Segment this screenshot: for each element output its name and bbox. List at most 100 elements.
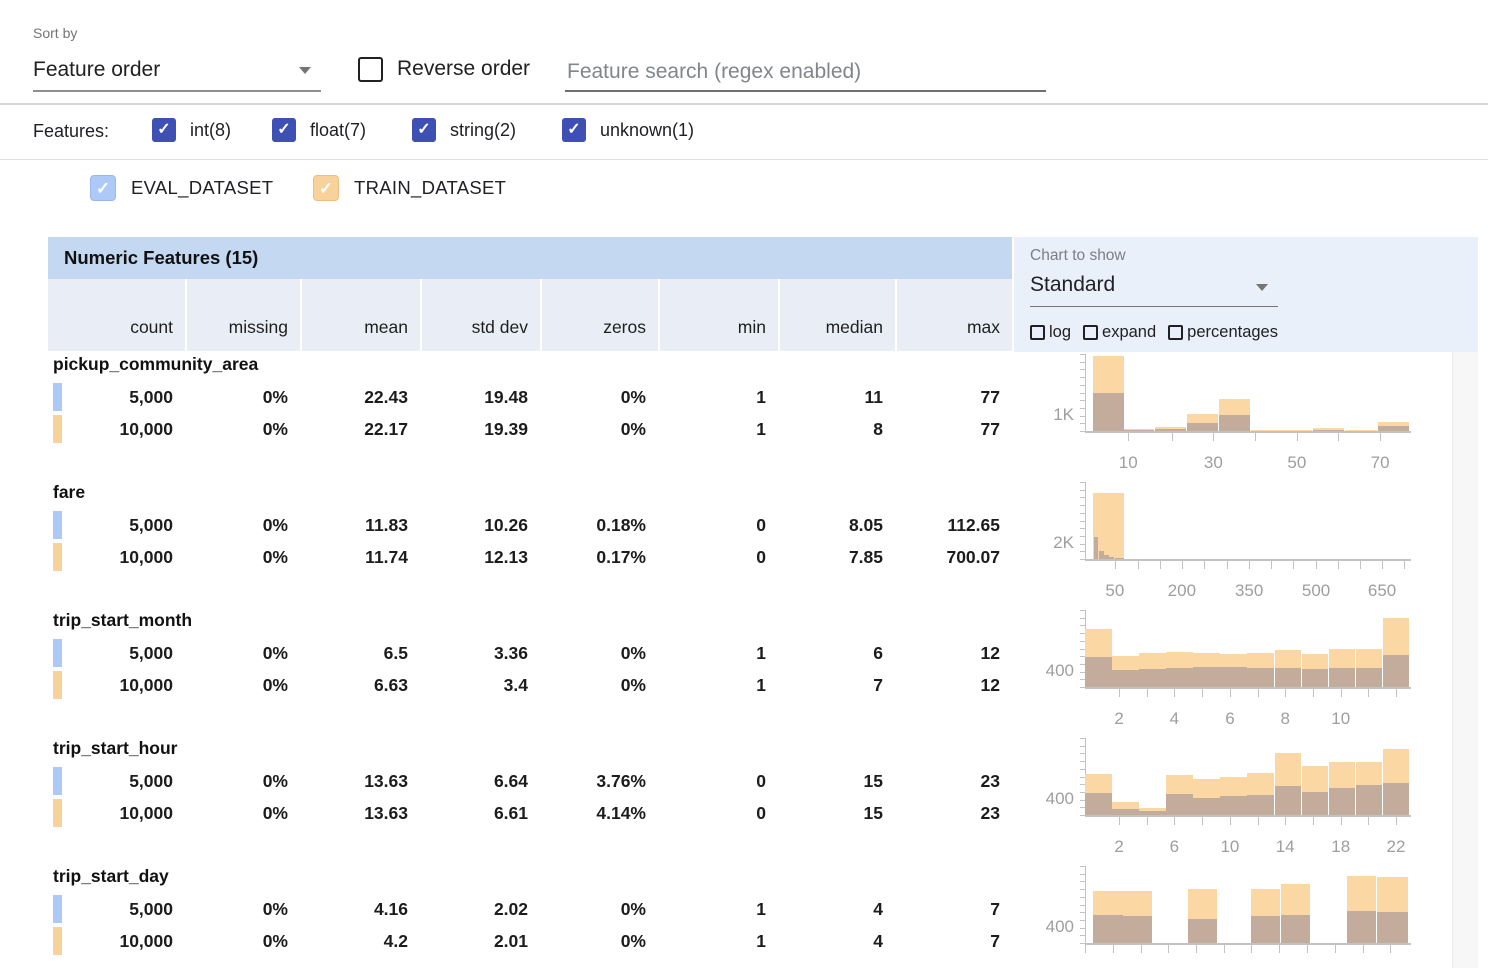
y-axis-tick [1080,625,1085,627]
x-axis-tick [1396,816,1398,825]
y-axis-tick [1080,407,1085,409]
overlap-bar [1093,914,1123,943]
log-checkbox[interactable] [1030,325,1045,340]
expand-option[interactable]: expand [1083,323,1156,342]
y-axis-tick [1080,392,1085,394]
stat-cell-zeros: 0.18% [596,515,646,535]
stat-cell-missing: 0% [262,515,288,535]
dataset-color-chip [53,383,62,411]
stat-cell-mean: 4.2 [383,931,408,951]
feature-search-input[interactable]: Feature search (regex enabled) [565,52,1046,92]
percentages-option[interactable]: percentages [1168,323,1278,342]
y-axis-tick [1080,497,1085,499]
overlap-bar [1112,809,1139,815]
dataset-color-chip [53,927,62,955]
stat-row-train: 10,000 0% 6.63 3.4 0% 1 7 12 [48,670,1012,701]
x-axis-tick [1085,944,1086,953]
chevron-down-icon [1256,284,1268,291]
stat-cell-count: 10,000 [119,675,173,695]
stat-cell-max: 77 [980,419,1000,439]
string-checkbox[interactable]: ✓ [412,118,436,142]
x-axis-tick [1112,944,1114,953]
x-axis-tick [1174,688,1176,697]
chevron-down-icon [299,67,311,74]
overlap-bar [1251,916,1281,943]
stat-cell-count: 5,000 [129,771,173,791]
y-axis-tick [1080,919,1085,921]
x-axis-tick [1359,560,1361,569]
y-axis-tick [1080,423,1085,425]
stat-cell-median: 8.05 [848,515,883,535]
y-axis-tick [1080,482,1085,483]
stat-cell-mean: 22.17 [364,419,408,439]
chart-to-show-label: Chart to show [1030,247,1126,264]
col-missing: missing [185,279,300,351]
y-axis-tick [1080,520,1085,522]
eval-dataset-checkbox[interactable]: ✓ [90,175,116,201]
stat-cell-max: 700.07 [946,547,1000,567]
feature-type-int[interactable]: ✓ int(8) [152,118,231,142]
stat-cell-missing: 0% [262,771,288,791]
eval-dataset-label: EVAL_DATASET [131,177,274,198]
legend-train-dataset[interactable]: ✓ TRAIN_DATASET [313,175,506,201]
overlap-bar [1280,914,1311,943]
x-axis-tick [1223,944,1225,953]
stat-cell-mean: 22.43 [364,387,408,407]
x-axis-tick-label: 10 [1220,837,1240,856]
feature-type-unknown[interactable]: ✓ unknown(1) [562,118,694,142]
y-axis-tick [1080,873,1085,875]
expand-checkbox[interactable] [1083,325,1099,340]
legend-eval-dataset[interactable]: ✓ EVAL_DATASET [90,175,273,201]
stat-cell-min: 0 [756,771,766,791]
x-axis-line [1085,943,1411,945]
log-option[interactable]: log [1030,323,1071,342]
stat-cell-max: 23 [980,771,1000,791]
stat-cell-median: 15 [863,803,883,823]
train-dataset-checkbox[interactable]: ✓ [313,175,339,201]
overlap-bar [1355,668,1383,687]
stat-cell-missing: 0% [262,643,288,663]
y-axis-tick [1080,935,1085,937]
dataset-color-chip [53,767,62,795]
y-axis-tick [1080,377,1085,379]
chart-type-dropdown[interactable]: Standard [1030,269,1278,307]
feature-type-string[interactable]: ✓ string(2) [412,118,516,142]
feature-name: trip_start_month [53,610,193,630]
chart-type-value: Standard [1030,273,1116,296]
float-checkbox[interactable]: ✓ [272,118,296,142]
train-bar [1093,493,1099,559]
overlap-bar [1098,550,1104,559]
x-axis-tick [1160,560,1162,569]
y-axis-tick [1080,535,1085,537]
stat-cell-mean: 13.63 [364,771,408,791]
x-axis-tick [1119,816,1121,825]
overlap-bar [1346,911,1377,943]
overlap-bar [1193,667,1220,687]
overlap-bar [1188,919,1218,943]
stat-cell-max: 12 [980,675,1000,695]
overlap-bar [1166,794,1193,815]
feature-type-float[interactable]: ✓ float(7) [272,118,366,142]
stat-cell-count: 5,000 [129,387,173,407]
overlap-bar [1114,558,1124,559]
percentages-checkbox[interactable] [1168,325,1184,340]
stat-cell-mean: 11.83 [365,515,408,535]
stat-cell-missing: 0% [262,419,288,439]
x-axis-tick [1368,688,1370,697]
reverse-order-checkbox[interactable] [358,57,383,82]
scrollbar-track[interactable] [1452,352,1478,968]
train-bar [1250,430,1312,431]
x-axis-tick [1203,560,1205,569]
sort-by-dropdown[interactable]: Feature order [33,52,321,92]
stat-cell-missing: 0% [262,387,288,407]
stat-cell-count: 5,000 [129,515,173,535]
overlap-bar [1124,429,1155,431]
y-axis-tick [1080,633,1085,635]
x-axis-tick-label: 6 [1169,837,1180,856]
stat-row-eval: 5,000 0% 22.43 19.48 0% 1 11 77 [48,382,1012,413]
col-stddev: std dev [420,279,540,351]
unknown-checkbox[interactable]: ✓ [562,118,586,142]
stat-cell-count: 5,000 [129,899,173,919]
overlap-bar [1112,670,1139,687]
int-checkbox[interactable]: ✓ [152,118,176,142]
